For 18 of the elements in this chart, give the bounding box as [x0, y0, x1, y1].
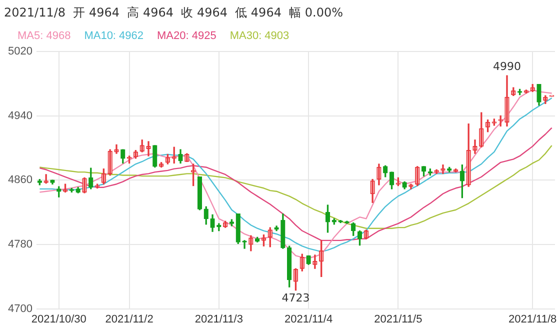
text: MA30: 4903: [230, 30, 290, 42]
x-tick-label: 2021/11/3: [194, 313, 243, 326]
y-tick-label: 4940: [8, 110, 32, 122]
y-tick-label: 4780: [8, 238, 32, 250]
y-tick-label: 4860: [8, 174, 32, 186]
x-tick-label: 2021/11/8: [508, 313, 557, 326]
text: MA20: 4925: [157, 30, 216, 42]
x-tick-label: 2021/11/4: [284, 313, 333, 326]
text: MA5: 4968: [18, 30, 71, 42]
y-tick-label: 4700: [8, 302, 32, 315]
annotation: 4723: [282, 292, 310, 305]
y-tick-label: 5020: [8, 45, 32, 58]
annotation: 4990: [492, 60, 521, 73]
x-tick-label: 2021/10/30: [31, 313, 86, 326]
x-tick-label: 2021/11/5: [374, 313, 422, 326]
text: MA10: 4962: [84, 30, 144, 42]
chart-title: 2021/11/8 开 4964 高 4964 收 4964 低 4964 幅 0.00%: [4, 5, 344, 20]
x-tick-label: 2021/11/2: [105, 313, 154, 326]
